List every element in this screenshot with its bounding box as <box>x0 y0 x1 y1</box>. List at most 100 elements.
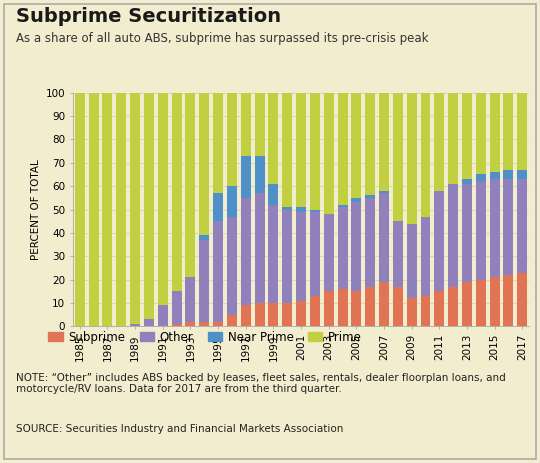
Bar <box>448 93 458 184</box>
Bar <box>144 93 154 319</box>
Bar <box>421 217 430 296</box>
Bar <box>130 93 140 324</box>
Bar <box>462 93 472 179</box>
Bar <box>503 275 514 326</box>
Bar <box>352 93 361 198</box>
Text: As a share of all auto ABS, subprime has surpassed its pre-crisis peak: As a share of all auto ABS, subprime has… <box>16 32 429 45</box>
Bar <box>503 179 514 275</box>
Bar <box>310 93 320 209</box>
Bar <box>89 93 99 326</box>
Bar <box>172 324 181 326</box>
Bar <box>296 93 306 207</box>
Bar <box>158 306 168 326</box>
Bar <box>296 207 306 212</box>
Bar <box>227 93 237 186</box>
Bar <box>241 93 251 156</box>
Bar <box>227 315 237 326</box>
Bar <box>282 303 292 326</box>
Bar <box>227 217 237 315</box>
Bar <box>185 277 195 322</box>
Bar <box>407 224 417 298</box>
Bar <box>434 191 444 291</box>
Bar <box>199 93 209 235</box>
Bar <box>213 322 223 326</box>
Bar <box>517 179 527 273</box>
Bar <box>476 175 486 181</box>
Bar <box>268 303 279 326</box>
Bar <box>144 319 154 326</box>
Bar <box>213 193 223 221</box>
Bar <box>407 93 417 224</box>
Bar <box>490 93 500 172</box>
Text: SOURCE: Securities Industry and Financial Markets Association: SOURCE: Securities Industry and Financia… <box>16 424 343 434</box>
Bar <box>172 93 181 291</box>
Bar <box>421 93 430 217</box>
Bar <box>199 322 209 326</box>
Bar <box>393 221 403 287</box>
Bar <box>310 296 320 326</box>
Bar <box>476 93 486 175</box>
Bar <box>365 195 375 198</box>
Bar <box>517 170 527 179</box>
Bar <box>517 273 527 326</box>
Bar <box>434 93 444 191</box>
Bar <box>172 291 181 324</box>
Bar <box>296 212 306 300</box>
Bar <box>268 205 279 303</box>
Bar <box>503 170 514 179</box>
Bar <box>310 209 320 212</box>
Bar <box>490 179 500 277</box>
Bar <box>490 277 500 326</box>
Bar <box>503 93 514 170</box>
Bar <box>393 93 403 221</box>
Bar <box>241 156 251 198</box>
Bar <box>338 207 348 289</box>
Bar <box>338 289 348 326</box>
Bar <box>282 207 292 209</box>
Bar <box>213 221 223 322</box>
Bar <box>185 322 195 326</box>
Bar <box>352 198 361 202</box>
Bar <box>365 287 375 326</box>
Bar <box>213 93 223 193</box>
Bar <box>462 184 472 282</box>
Bar <box>476 280 486 326</box>
Bar <box>407 298 417 326</box>
Bar <box>103 93 112 326</box>
Bar <box>241 306 251 326</box>
Text: Subprime Securitization: Subprime Securitization <box>16 7 281 26</box>
Bar <box>462 282 472 326</box>
Bar <box>517 93 527 170</box>
Bar <box>379 191 389 193</box>
Bar <box>254 93 265 156</box>
Bar <box>199 235 209 240</box>
Bar <box>352 202 361 291</box>
Bar <box>448 184 458 287</box>
Bar <box>254 193 265 303</box>
Y-axis label: PERCENT OF TOTAL: PERCENT OF TOTAL <box>31 159 42 260</box>
Bar <box>379 282 389 326</box>
Bar <box>323 93 334 214</box>
Bar <box>352 291 361 326</box>
Bar <box>365 93 375 195</box>
Bar <box>323 291 334 326</box>
Bar <box>310 212 320 296</box>
Bar <box>282 209 292 303</box>
Bar <box>296 300 306 326</box>
Bar <box>130 324 140 326</box>
Bar <box>75 93 85 326</box>
Bar <box>254 156 265 193</box>
Bar <box>338 93 348 205</box>
Bar <box>323 214 334 291</box>
Bar <box>448 287 458 326</box>
Bar <box>116 93 126 326</box>
Bar <box>158 93 168 306</box>
Bar <box>254 303 265 326</box>
Text: NOTE: “Other” includes ABS backed by leases, fleet sales, rentals, dealer floorp: NOTE: “Other” includes ABS backed by lea… <box>16 373 506 394</box>
Bar <box>490 172 500 179</box>
Bar <box>365 198 375 287</box>
Bar <box>338 205 348 207</box>
Bar <box>462 179 472 184</box>
Bar <box>282 93 292 207</box>
Bar <box>421 296 430 326</box>
